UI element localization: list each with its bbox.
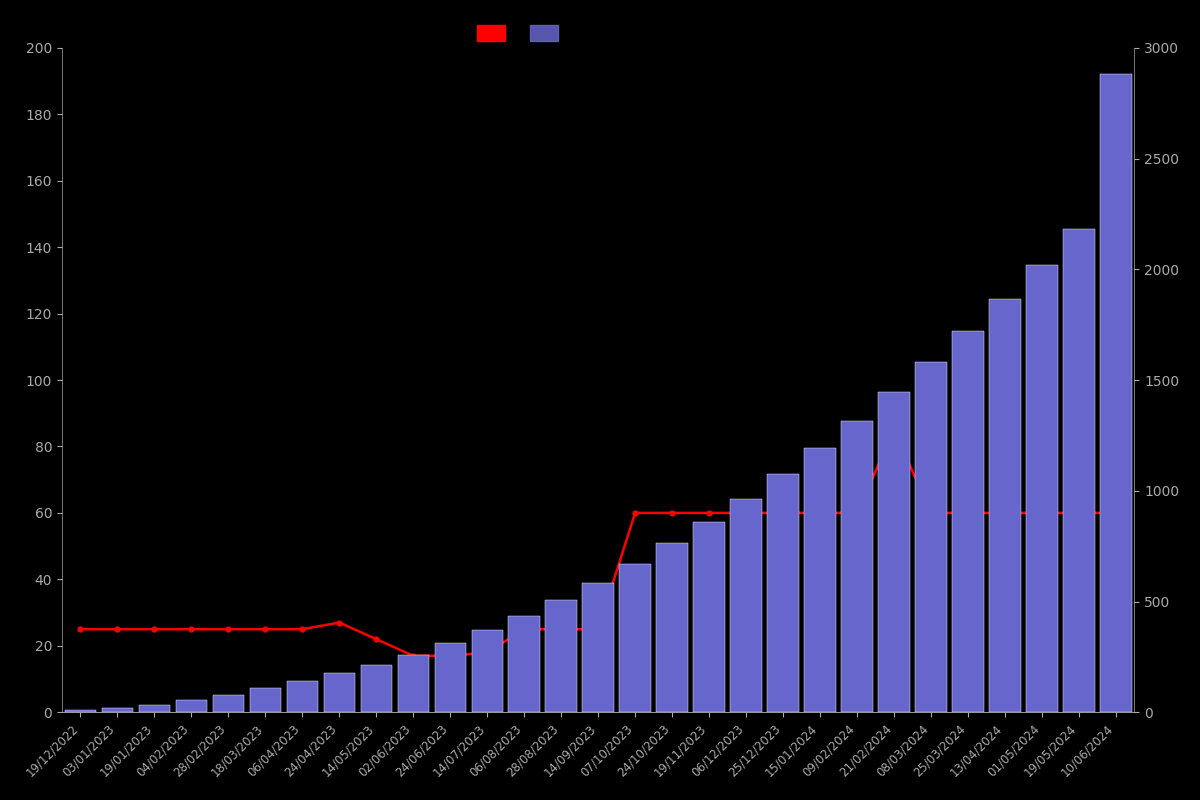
Bar xyxy=(989,298,1021,712)
Bar xyxy=(139,705,170,712)
Bar xyxy=(546,600,577,712)
Bar xyxy=(287,682,318,712)
Bar xyxy=(953,331,984,712)
Legend: , : , xyxy=(470,18,576,48)
Bar xyxy=(878,393,910,712)
Bar xyxy=(324,674,355,712)
Bar xyxy=(360,665,392,712)
Bar xyxy=(767,474,799,712)
Bar xyxy=(841,421,872,712)
Bar xyxy=(65,710,96,712)
Bar xyxy=(250,688,281,712)
Bar xyxy=(619,564,650,712)
Bar xyxy=(509,616,540,712)
Bar xyxy=(731,498,762,712)
Bar xyxy=(656,543,688,712)
Bar xyxy=(434,643,466,712)
Bar xyxy=(102,708,133,712)
Bar xyxy=(1063,230,1094,712)
Bar xyxy=(397,654,428,712)
Bar xyxy=(804,448,835,712)
Bar xyxy=(694,522,725,712)
Bar xyxy=(175,700,208,712)
Bar xyxy=(1026,265,1057,712)
Bar xyxy=(212,694,244,712)
Bar xyxy=(1100,74,1132,712)
Bar xyxy=(472,630,503,712)
Bar xyxy=(916,362,947,712)
Bar xyxy=(582,582,614,712)
